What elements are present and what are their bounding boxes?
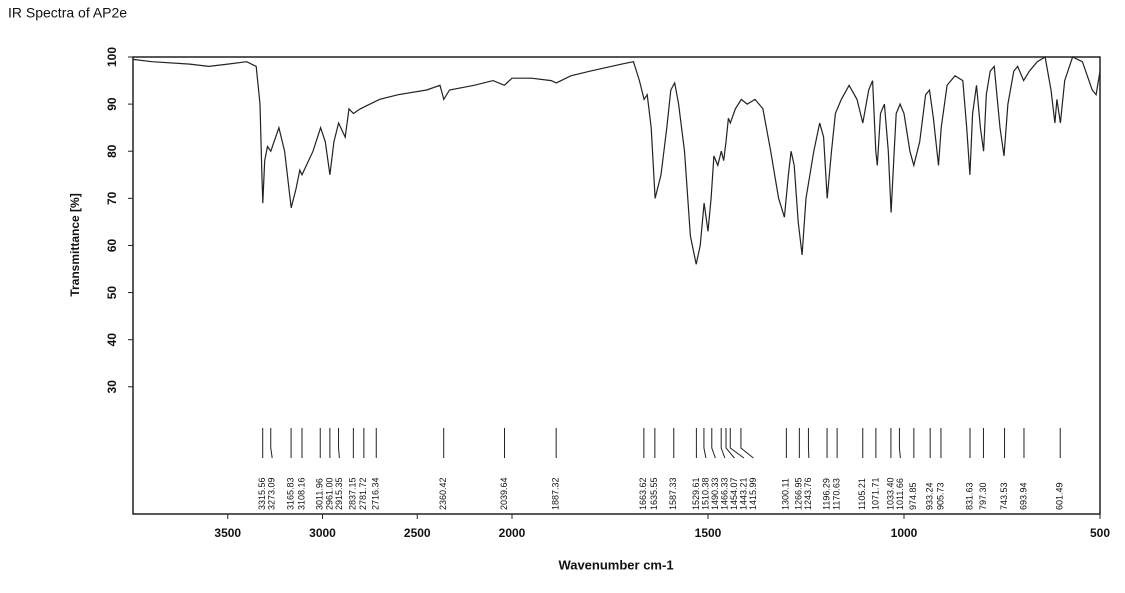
peak-label: 1300.11 <box>781 478 791 510</box>
peak-label: 2360.42 <box>438 477 448 510</box>
peak-marker <box>338 428 340 459</box>
peak-label: 1454.07 <box>729 477 739 510</box>
y-tick-label: 80 <box>105 144 119 158</box>
peak-marker <box>720 428 726 459</box>
peak-label: 1266.95 <box>794 477 804 510</box>
peak-label: 3273.09 <box>267 477 277 510</box>
x-tick-label: 1000 <box>891 526 918 540</box>
peak-label: 601.49 <box>1055 482 1065 510</box>
y-tick-label: 100 <box>105 47 119 67</box>
peak-label: 1196.29 <box>821 478 831 510</box>
peak-label: 3165.83 <box>285 477 295 510</box>
peak-label: 974.85 <box>908 482 918 510</box>
peak-label: 933.24 <box>925 482 935 510</box>
x-tick-label: 3500 <box>214 526 241 540</box>
y-tick-label: 60 <box>105 238 119 252</box>
peak-label: 831.63 <box>964 482 974 510</box>
peak-label: 1635.55 <box>649 477 659 510</box>
x-tick-label: 3000 <box>309 526 336 540</box>
peak-label: 693.94 <box>1018 482 1028 510</box>
peak-label: 1466.33 <box>719 477 729 510</box>
plot-frame <box>132 56 1101 515</box>
peak-label: 1587.33 <box>668 477 678 510</box>
peak-marker <box>898 428 901 459</box>
peak-marker <box>740 428 754 459</box>
peak-label: 1510.38 <box>700 477 710 510</box>
peak-label: 1170.63 <box>831 478 841 510</box>
peak-marker <box>725 428 735 459</box>
x-tick-label: 500 <box>1090 526 1110 540</box>
y-tick-label: 30 <box>105 380 119 394</box>
y-tick-label: 70 <box>105 191 119 205</box>
peak-marker <box>270 428 273 459</box>
x-axis-label: Wavenumber cm-1 <box>558 557 673 572</box>
peak-label: 2781.72 <box>358 477 368 510</box>
peak-label: 797.30 <box>978 482 988 510</box>
peak-label: 905.73 <box>935 482 945 510</box>
peak-label: 2716.34 <box>371 477 381 510</box>
chart-title: IR Spectra of AP2e <box>8 5 127 21</box>
peak-label: 743.53 <box>999 482 1009 510</box>
peak-label: 1887.32 <box>551 477 561 510</box>
peak-label: 1415.99 <box>748 477 758 510</box>
peak-marker <box>729 428 745 459</box>
peak-label: 1033.40 <box>885 477 895 510</box>
peak-label: 3011.96 <box>315 478 325 510</box>
x-tick-label: 1500 <box>695 526 722 540</box>
y-tick-label: 50 <box>105 286 119 300</box>
peak-label: 2915.35 <box>334 477 344 510</box>
peak-label: 2039.64 <box>499 477 509 510</box>
x-tick-label: 2500 <box>404 526 431 540</box>
y-tick-label: 90 <box>105 97 119 111</box>
peak-marker <box>711 428 716 459</box>
peak-label: 1663.62 <box>638 477 648 510</box>
peak-label: 2837.15 <box>348 477 358 510</box>
spectrum-line <box>132 56 1101 265</box>
peak-label: 3108.16 <box>296 477 306 510</box>
peak-label: 1529.61 <box>691 477 701 510</box>
peak-marker <box>703 428 707 459</box>
peak-label: 1490.33 <box>710 477 720 510</box>
y-axis-label: Transmittance [%] <box>68 193 82 296</box>
x-tick-label: 2000 <box>499 526 526 540</box>
peak-label: 2961.00 <box>324 477 334 510</box>
peak-label: 1443.21 <box>738 477 748 510</box>
peak-label: 1243.76 <box>803 477 813 510</box>
peak-label: 1071.71 <box>870 477 880 510</box>
y-tick-label: 40 <box>105 333 119 347</box>
peak-label: 3315.56 <box>257 477 267 510</box>
peak-label: 1011.66 <box>895 478 905 510</box>
peak-label: 1105.21 <box>857 478 867 510</box>
